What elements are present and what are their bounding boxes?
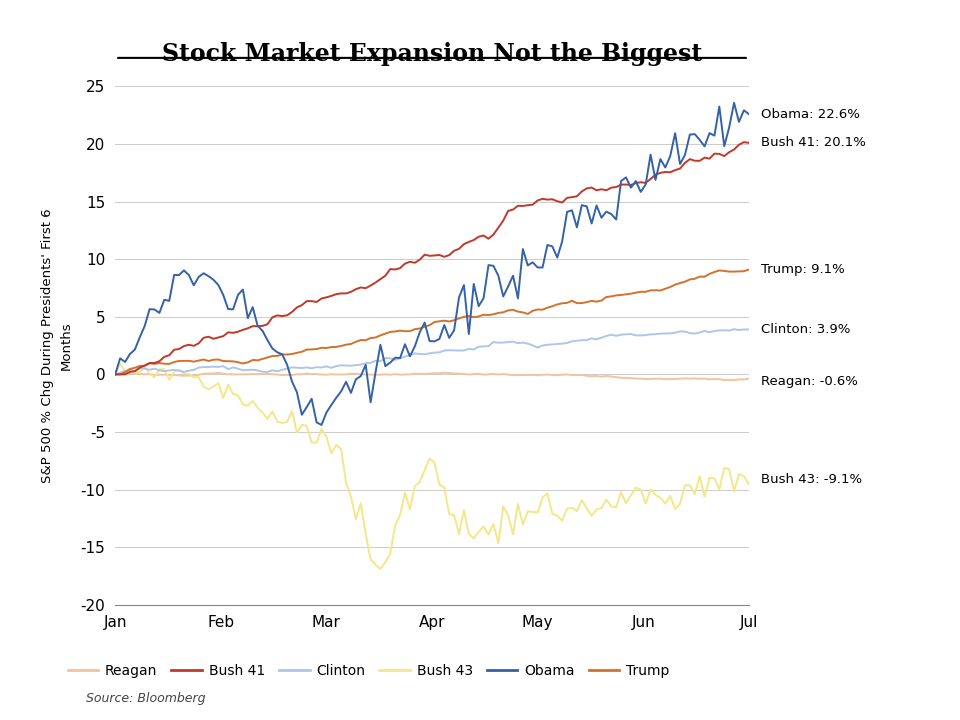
- Legend: Reagan, Bush 41, Clinton, Bush 43, Obama, Trump: Reagan, Bush 41, Clinton, Bush 43, Obama…: [62, 658, 675, 683]
- Text: Reagan: -0.6%: Reagan: -0.6%: [761, 375, 858, 388]
- Text: Obama: 22.6%: Obama: 22.6%: [761, 107, 860, 120]
- Text: Bush 43: -9.1%: Bush 43: -9.1%: [761, 473, 863, 486]
- Title: Stock Market Expansion Not the Biggest: Stock Market Expansion Not the Biggest: [162, 42, 702, 66]
- Text: Trump: 9.1%: Trump: 9.1%: [761, 263, 845, 276]
- Text: Bush 41: 20.1%: Bush 41: 20.1%: [761, 136, 866, 149]
- Y-axis label: S&P 500 % Chg During Presidents' First 6
Months: S&P 500 % Chg During Presidents' First 6…: [41, 208, 72, 483]
- Text: Source: Bloomberg: Source: Bloomberg: [86, 692, 205, 705]
- Text: Clinton: 3.9%: Clinton: 3.9%: [761, 323, 851, 336]
